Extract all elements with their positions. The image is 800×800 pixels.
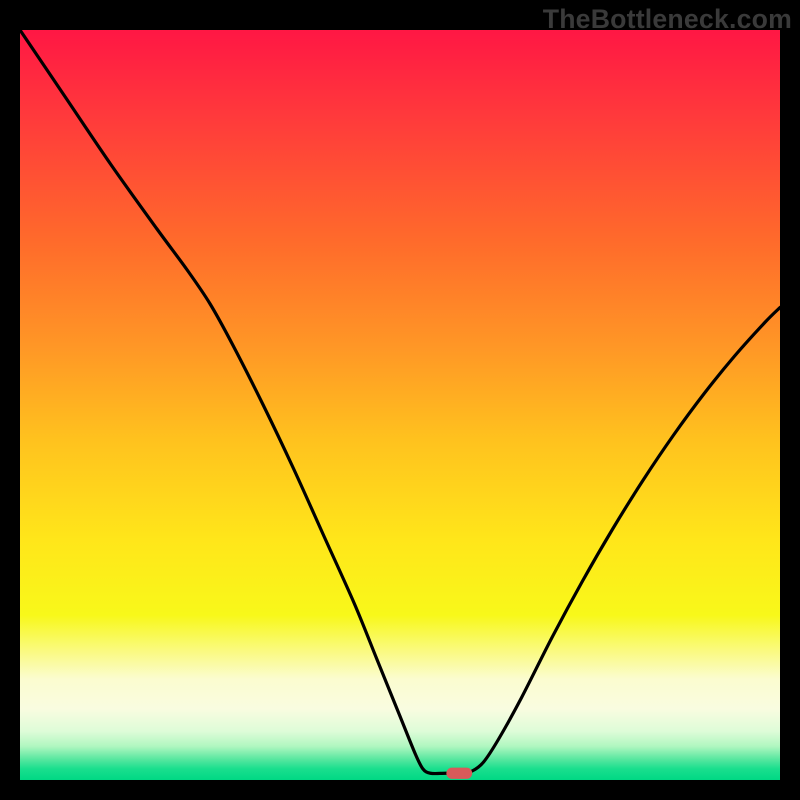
gradient-background <box>20 30 780 780</box>
plot-area <box>20 30 780 780</box>
watermark-text: TheBottleneck.com <box>543 4 792 35</box>
plot-svg <box>20 30 780 780</box>
optimal-marker <box>446 768 472 779</box>
chart-frame: TheBottleneck.com <box>0 0 800 800</box>
